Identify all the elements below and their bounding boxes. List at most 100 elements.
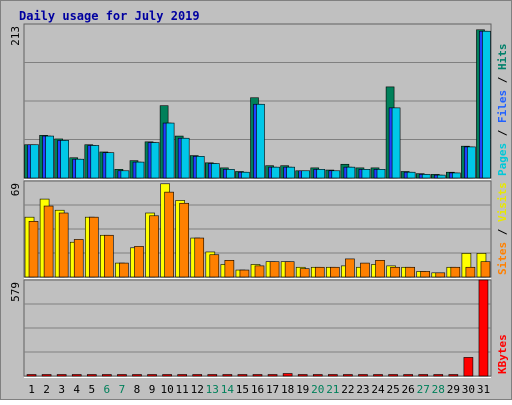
bar-kbytes-day-3 (56, 374, 67, 377)
bar-pages-day-12 (195, 156, 205, 179)
x-label-day-11: 11 (176, 383, 189, 396)
bar-kbytes-day-16 (252, 374, 263, 377)
bar-sites-day-25 (390, 266, 400, 278)
bar-sites-day-23 (360, 262, 370, 278)
bar-kbytes-day-8 (132, 374, 142, 377)
bar-sites-day-21 (330, 266, 340, 278)
bar-pages-day-9 (150, 142, 160, 179)
bar-sites-day-30 (465, 266, 476, 278)
bar-kbytes-day-9 (147, 374, 157, 377)
bar-pages-day-30 (467, 146, 476, 179)
bar-pages-day-24 (376, 169, 386, 179)
x-label-day-3: 3 (58, 383, 65, 396)
bar-sites-day-14 (224, 260, 235, 278)
bar-pages-day-18 (286, 166, 295, 179)
bar-sites-day-27 (420, 271, 431, 278)
bar-pages-day-11 (180, 137, 190, 179)
bar-kbytes-day-2 (41, 374, 52, 377)
x-label-day-31: 31 (477, 383, 490, 396)
bar-pages-day-8 (135, 161, 145, 179)
bar-sites-day-1 (28, 221, 39, 278)
bar-kbytes-day-14 (222, 374, 233, 377)
bar-kbytes-day-10 (162, 374, 172, 377)
bar-kbytes-day-22 (343, 374, 353, 377)
x-label-day-20: 20 (311, 383, 324, 396)
chart-title: Daily usage for July 2019 (19, 9, 200, 23)
bar-kbytes-day-30 (463, 357, 474, 377)
bar-sites-day-31 (480, 261, 491, 278)
bar-kbytes-day-21 (328, 374, 338, 377)
bar-sites-day-29 (450, 266, 461, 278)
x-label-day-8: 8 (134, 383, 141, 396)
x-label-day-2: 2 (43, 383, 50, 396)
x-label-day-24: 24 (371, 383, 385, 396)
x-label-day-18: 18 (281, 383, 294, 396)
bar-sites-day-16 (254, 265, 265, 278)
bar-pages-day-4 (75, 158, 85, 179)
bar-kbytes-day-20 (312, 374, 323, 377)
y-max-label: 69 (9, 183, 22, 196)
legend-files: Files (496, 90, 509, 123)
bar-kbytes-day-23 (358, 374, 368, 377)
x-label-day-16: 16 (251, 383, 264, 396)
chart-panels: 213 Pages / Files / Hits 69 Sites / Visits 5… (9, 23, 509, 378)
y-max-label: 213 (9, 26, 22, 46)
legend-panel-2: Sites / Visits (496, 182, 509, 275)
bar-sites-day-11 (179, 202, 189, 278)
legend-pages: Pages (496, 143, 509, 176)
bar-pages-day-25 (391, 107, 401, 179)
bar-pages-day-28 (436, 174, 446, 179)
x-label-day-17: 17 (266, 383, 279, 396)
bar-sites-day-15 (239, 269, 250, 278)
panel-1: 213 Pages / Files / Hits (9, 23, 509, 180)
x-label-day-7: 7 (119, 383, 126, 396)
x-label-day-21: 21 (326, 383, 339, 396)
legend-sites: Sites (496, 242, 509, 275)
bar-kbytes-day-15 (237, 374, 248, 377)
bar-sites-day-19 (299, 268, 310, 278)
bar-kbytes-day-4 (71, 374, 82, 377)
bar-pages-day-13 (211, 163, 220, 179)
x-label-day-29: 29 (447, 383, 460, 396)
bar-sites-day-5 (88, 216, 99, 278)
bar-sites-day-2 (43, 205, 54, 278)
bar-kbytes-day-6 (102, 374, 112, 377)
bar-pages-day-21 (331, 170, 341, 179)
bar-sites-day-12 (194, 237, 205, 278)
panel-3: 579 KBytes (9, 279, 509, 378)
bar-kbytes-day-31 (478, 279, 489, 377)
legend-separator: / (496, 123, 509, 143)
legend-separator: / (496, 222, 509, 242)
bar-pages-day-6 (105, 152, 115, 179)
bar-kbytes-day-1 (26, 374, 37, 377)
x-label-day-12: 12 (191, 383, 204, 396)
y-max-label: 579 (9, 282, 22, 302)
bar-pages-day-23 (361, 169, 371, 179)
bar-pages-day-16 (256, 103, 265, 179)
legend-visits: Visits (496, 182, 509, 222)
bar-pages-day-2 (45, 135, 54, 179)
bar-pages-day-20 (316, 169, 326, 179)
bar-sites-day-17 (269, 261, 280, 278)
x-label-day-9: 9 (149, 383, 156, 396)
x-label-day-1: 1 (28, 383, 35, 396)
bar-pages-day-27 (421, 174, 431, 179)
bar-sites-day-13 (209, 254, 220, 278)
bar-pages-day-1 (30, 144, 39, 179)
bar-pages-day-26 (406, 171, 416, 179)
bar-kbytes-day-24 (373, 374, 383, 377)
bar-sites-day-9 (149, 215, 159, 278)
bar-kbytes-day-27 (418, 374, 429, 377)
x-label-day-25: 25 (386, 383, 399, 396)
bar-sites-day-26 (405, 266, 415, 278)
bar-sites-day-7 (119, 262, 129, 278)
bar-kbytes-day-11 (177, 374, 187, 377)
x-label-day-14: 14 (221, 383, 235, 396)
bar-sites-day-18 (284, 261, 295, 278)
legend-panel-3: KBytes (496, 334, 509, 374)
x-axis-day-labels: 1 2 3 4 5 6 7 8 9 10 11 12 13 14 15 16 17 18 19 20 21 22 23 24 2… (28, 383, 490, 396)
bar-sites-day-24 (375, 260, 385, 278)
x-label-day-27: 27 (417, 383, 430, 396)
x-label-day-13: 13 (206, 383, 219, 396)
